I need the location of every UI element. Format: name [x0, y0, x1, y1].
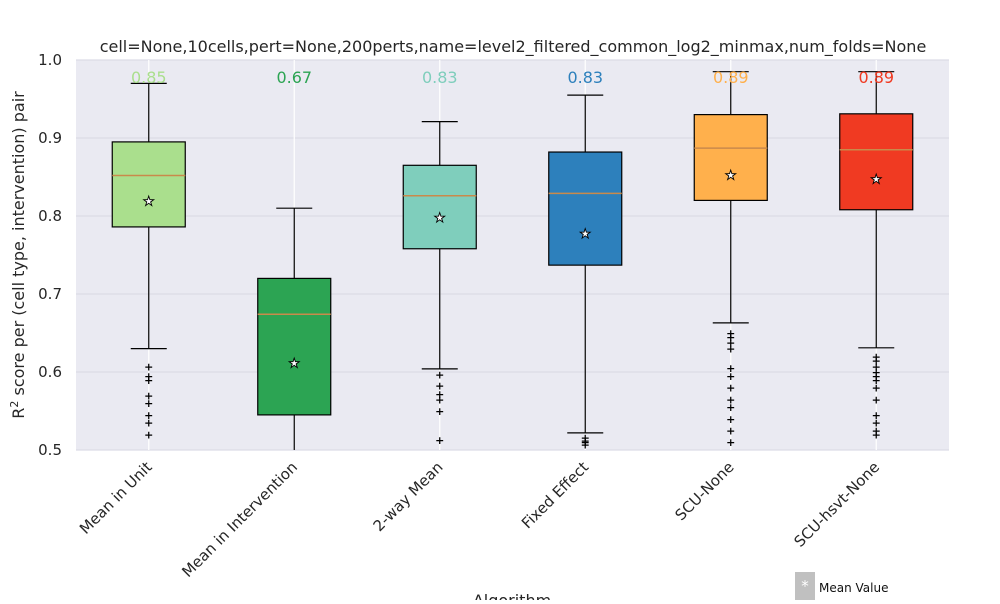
outlier-point: + — [726, 343, 735, 356]
box-iqr — [548, 151, 623, 266]
x-axis-ticks: Mean in Unit Mean in Intervention 2-way Me… — [76, 458, 883, 581]
x-axis-label: Algorithm — [473, 591, 551, 600]
box-iqr — [839, 113, 914, 211]
outlier-point: + — [726, 436, 735, 449]
legend-label: Mean Value — [819, 581, 888, 595]
chart-title: cell=None,10cells,pert=None,200perts,nam… — [100, 37, 927, 57]
y-tick-label: 0.7 — [38, 285, 62, 303]
outlier-point: + — [726, 327, 735, 340]
y-tick-label: 1.0 — [38, 51, 62, 69]
x-tick-label: Fixed Effect — [518, 458, 592, 532]
y-tick-label: 0.9 — [38, 129, 62, 147]
box-iqr — [111, 141, 186, 228]
outlier-point: + — [435, 405, 444, 418]
outlier-point: + — [726, 362, 735, 375]
outlier-point: + — [872, 425, 881, 438]
outlier-point: + — [726, 413, 735, 426]
median-value-label: 0.85 — [131, 68, 167, 87]
boxes-layer: ★++++++++0.85★0.67★++++++0.83★++++0.83★+… — [111, 68, 914, 452]
outlier-point: + — [726, 370, 735, 383]
outlier-point: + — [581, 435, 590, 448]
outlier-point: + — [872, 393, 881, 406]
outlier-point: + — [144, 397, 153, 410]
x-tick-label: SCU-hsvt-None — [790, 458, 883, 551]
box-iqr — [257, 277, 332, 416]
outlier-point: + — [435, 388, 444, 401]
outlier-point: + — [726, 336, 735, 349]
y-tick-label: 0.8 — [38, 207, 62, 225]
y-axis-label: R2 score per (cell type, intervention) p… — [8, 91, 28, 419]
outlier-point: + — [435, 379, 444, 392]
outlier-point: + — [726, 401, 735, 414]
median-value-label: 0.67 — [276, 68, 312, 87]
outlier-point: + — [435, 368, 444, 381]
box-iqr — [402, 164, 477, 250]
median-value-label: 0.89 — [858, 68, 894, 87]
outlier-point: + — [872, 409, 881, 422]
outlier-point: + — [872, 370, 881, 383]
outlier-point: + — [144, 370, 153, 383]
plot-background — [76, 60, 949, 450]
median-value-label: 0.83 — [422, 68, 458, 87]
outlier-point: + — [726, 331, 735, 344]
mean-marker: ★ — [434, 211, 446, 226]
outlier-point: + — [872, 366, 881, 379]
outlier-point: + — [144, 389, 153, 402]
outlier-point: + — [872, 374, 881, 387]
y-axis-label-rest: score per (cell type, intervention) pair — [9, 91, 28, 401]
outlier-point: + — [144, 374, 153, 387]
outlier-point: + — [726, 425, 735, 438]
outlier-point: + — [726, 393, 735, 406]
outlier-point: + — [435, 434, 444, 447]
y-axis-label-r: R — [9, 408, 28, 419]
x-tick-label: Mean in Unit — [76, 458, 156, 538]
x-tick-label: Mean in Intervention — [178, 458, 301, 581]
legend-marker-box — [795, 572, 815, 600]
outlier-point: + — [581, 436, 590, 449]
x-tick-label: SCU-None — [671, 458, 737, 524]
outlier-point: + — [144, 361, 153, 374]
mean-marker: ★ — [579, 227, 591, 242]
y-axis-label-sup: 2 — [8, 401, 21, 408]
mean-marker: ★ — [870, 173, 882, 188]
outlier-point: + — [872, 354, 881, 367]
outlier-point: + — [872, 361, 881, 374]
outlier-point: + — [872, 350, 881, 363]
outlier-point: + — [872, 428, 881, 441]
outlier-point: + — [872, 417, 881, 430]
outlier-point: + — [144, 409, 153, 422]
legend-marker: * — [801, 577, 809, 595]
mean-marker: ★ — [288, 357, 300, 372]
outlier-point: + — [872, 382, 881, 395]
mean-marker: ★ — [725, 169, 737, 184]
mean-marker: ★ — [143, 194, 155, 209]
box-iqr — [693, 113, 768, 202]
outlier-point: + — [144, 417, 153, 430]
outlier-point: + — [435, 393, 444, 406]
y-tick-label: 0.6 — [38, 363, 62, 381]
outlier-point: + — [581, 432, 590, 445]
outlier-point: + — [144, 428, 153, 441]
y-axis-ticks: 0.5 0.6 0.7 0.8 0.9 1.0 — [38, 51, 62, 459]
outlier-point: + — [581, 439, 590, 452]
outlier-point: + — [726, 382, 735, 395]
y-tick-label: 0.5 — [38, 441, 62, 459]
x-tick-label: 2-way Mean — [370, 458, 447, 535]
median-value-label: 0.83 — [567, 68, 603, 87]
median-value-label: 0.89 — [713, 68, 749, 87]
legend: * Mean Value — [795, 572, 888, 600]
